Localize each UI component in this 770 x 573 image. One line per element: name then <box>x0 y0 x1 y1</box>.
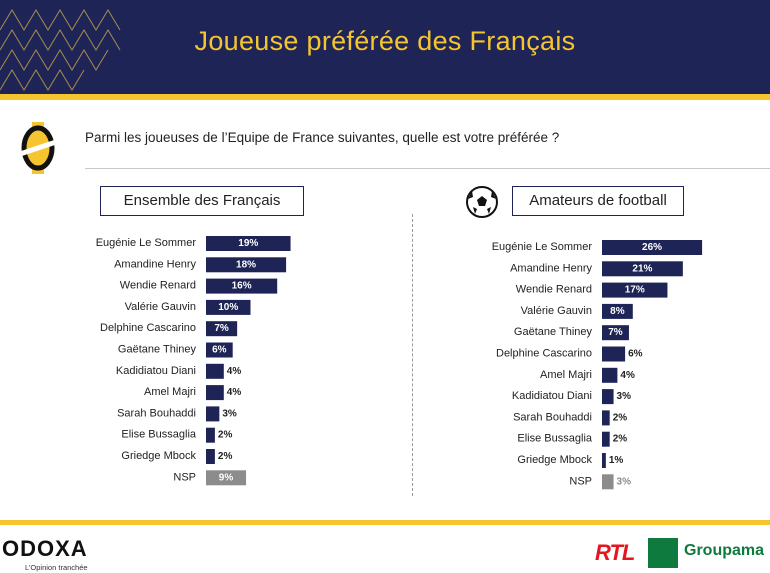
panel-title-all: Ensemble des Français <box>100 186 304 216</box>
value-label: 2% <box>613 412 628 423</box>
category-label: Sarah Bouhaddi <box>117 407 196 419</box>
header-gold-stripe <box>0 94 770 100</box>
rtl-logo: RTL <box>595 540 635 565</box>
value-label: 8% <box>610 306 625 317</box>
header-pattern-decoration <box>0 9 121 91</box>
data-bar <box>602 367 618 383</box>
page-title: Joueuse préférée des Français <box>194 26 576 56</box>
data-bar <box>206 406 220 422</box>
value-label: 4% <box>227 387 242 398</box>
groupama-logo: Groupama <box>684 542 765 559</box>
data-bar <box>602 240 703 255</box>
data-bar <box>206 427 215 443</box>
category-label: Wendie Renard <box>516 284 592 296</box>
data-bar <box>206 236 291 251</box>
survey-question: Parmi les joueuses de l’Equipe de France… <box>85 130 560 145</box>
category-label: Valérie Gauvin <box>125 301 196 313</box>
data-bar <box>206 278 278 294</box>
value-label: 10% <box>218 302 238 313</box>
category-label: NSP <box>569 475 592 487</box>
data-bar <box>602 346 626 362</box>
data-bar <box>602 282 668 298</box>
header-banner: Joueuse préférée des Français <box>0 0 770 94</box>
value-label: 18% <box>236 259 256 270</box>
category-label: Eugénie Le Sommer <box>492 241 593 253</box>
groupama-logo-icon <box>648 538 678 568</box>
value-label: 6% <box>212 345 227 356</box>
category-label: Amandine Henry <box>510 262 592 274</box>
category-label: Gaëtane Thiney <box>118 344 197 356</box>
data-bar <box>602 453 606 468</box>
category-label: Delphine Cascarino <box>100 322 196 334</box>
odoxa-tagline: L’Opinion tranchée <box>25 563 88 572</box>
value-label: 17% <box>625 285 645 296</box>
football-icon <box>466 186 498 218</box>
data-bar <box>602 431 610 447</box>
chart-football-fans: Eugénie Le Sommer 26% Amandine Henry 21% Wen… <box>492 240 703 490</box>
value-label: 7% <box>214 323 229 334</box>
data-bar <box>602 261 683 277</box>
category-label: Griedge Mbock <box>121 450 196 462</box>
category-label: Amandine Henry <box>114 258 196 270</box>
category-label: Kadidiatou Diani <box>512 390 592 402</box>
value-label: 3% <box>617 391 632 402</box>
category-label: Valérie Gauvin <box>521 305 592 317</box>
category-label: Sarah Bouhaddi <box>513 411 592 423</box>
value-label: 3% <box>222 408 237 419</box>
value-label: 1% <box>609 455 624 466</box>
chart-all-french: Eugénie Le Sommer 19% Amandine Henry 18% Wen… <box>96 236 291 486</box>
footer-gold-stripe <box>0 520 770 525</box>
data-bar <box>602 303 633 319</box>
nsp-bar <box>602 474 614 490</box>
data-bar <box>206 385 224 401</box>
odoxa-logo: ODOXA <box>2 536 88 561</box>
data-bar <box>206 299 251 315</box>
value-label: 6% <box>628 349 643 360</box>
category-label: Elise Bussaglia <box>517 433 592 445</box>
category-label: Amel Majri <box>540 369 592 381</box>
category-label: Amel Majri <box>144 386 196 398</box>
category-label: Eugénie Le Sommer <box>96 237 197 249</box>
value-label: 4% <box>620 370 635 381</box>
panel-divider <box>412 214 413 496</box>
data-bar <box>602 389 614 405</box>
category-label: Gaëtane Thiney <box>514 326 593 338</box>
panel-title-football: Amateurs de football <box>512 186 684 216</box>
value-label: 2% <box>218 451 233 462</box>
value-label: 26% <box>642 242 662 253</box>
category-label: Kadidiatou Diani <box>116 365 196 377</box>
value-label: 2% <box>613 434 628 445</box>
coin-icon <box>19 122 57 174</box>
value-label: 3% <box>617 476 632 487</box>
category-label: Wendie Renard <box>120 280 196 292</box>
value-label: 2% <box>218 430 233 441</box>
data-bar <box>206 257 287 273</box>
value-label: 7% <box>608 327 623 338</box>
data-bar <box>602 410 610 426</box>
category-label: Elise Bussaglia <box>121 429 196 441</box>
category-label: NSP <box>173 471 196 483</box>
category-label: Delphine Cascarino <box>496 348 592 360</box>
nsp-bar <box>206 470 247 486</box>
value-label: 9% <box>219 472 234 483</box>
value-label: 4% <box>227 366 242 377</box>
data-bar <box>206 342 233 358</box>
data-bar <box>602 325 629 341</box>
category-label: Griedge Mbock <box>517 454 592 466</box>
question-divider <box>85 168 770 169</box>
value-label: 19% <box>238 238 258 249</box>
data-bar <box>206 321 238 337</box>
value-label: 21% <box>632 263 652 274</box>
data-bar <box>206 363 224 379</box>
value-label: 16% <box>232 281 252 292</box>
data-bar <box>206 449 215 464</box>
